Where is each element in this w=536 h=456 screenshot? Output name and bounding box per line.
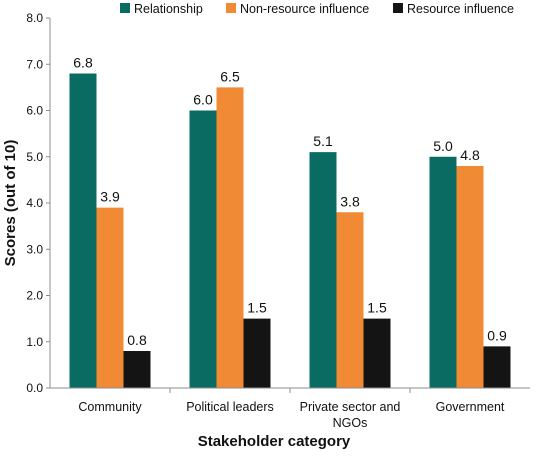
data-label: 1.5 [367,300,387,316]
y-tick-label: 1.0 [26,335,43,349]
y-axis-title: Scores (out of 10) [2,140,19,267]
x-axis: Community Political leaders Private sector… [50,387,530,430]
bar-non-resource-influence [456,166,484,388]
bar-relationship [309,152,337,388]
data-label: 4.8 [460,147,480,163]
bar-relationship [429,156,457,388]
bar-resource-influence [363,318,391,388]
bar-resource-influence [483,346,511,388]
bar-resource-influence [123,351,151,388]
bar-non-resource-influence [216,87,244,388]
data-label: 5.1 [313,133,333,149]
x-tick-label: NGOs [333,416,368,430]
legend-label: Relationship [134,2,203,16]
y-tick-label: 7.0 [26,57,43,71]
legend-label: Non-resource influence [240,2,369,16]
x-tick-label: Private sector and [300,400,401,414]
y-tick-label: 4.0 [26,196,43,210]
y-tick-label: 8.0 [26,11,43,25]
y-tick-label: 0.0 [26,381,43,395]
legend-swatch [120,3,130,13]
x-tick-label: Political leaders [186,400,274,414]
data-label: 6.8 [73,55,93,71]
x-tick-label: Government [436,400,505,414]
data-label: 6.5 [220,68,240,84]
data-labels: 6.8 6.0 5.1 5.0 3.9 6.5 3.8 4.8 0.8 1.5 1.5 0.9 [73,55,507,349]
bar-relationship [69,73,97,388]
y-tick-label: 5.0 [26,150,43,164]
x-tick-label: Community [78,400,142,414]
legend-swatch [393,3,403,13]
y-tick-label: 3.0 [26,242,43,256]
y-tick-label: 6.0 [26,104,43,118]
x-axis-title: Stakeholder category [198,433,351,450]
data-label: 0.8 [127,332,147,348]
y-axis: 0.0 1.0 2.0 3.0 4.0 5.0 6.0 7.0 8.0 [26,11,51,395]
data-label: 1.5 [247,300,267,316]
data-label: 0.9 [487,327,507,343]
bar-relationship [189,110,217,388]
legend-label: Resource influence [407,2,514,16]
data-label: 3.8 [340,193,360,209]
data-label: 6.0 [193,92,213,108]
bar-non-resource-influence [336,212,364,388]
legend: Relationship Non-resource influence Resour… [120,2,514,16]
legend-swatch [226,3,236,13]
data-label: 3.9 [100,189,120,205]
y-tick-label: 2.0 [26,289,43,303]
bars [69,73,511,388]
data-label: 5.0 [433,138,453,154]
bar-non-resource-influence [96,207,124,388]
bar-resource-influence [243,318,271,388]
